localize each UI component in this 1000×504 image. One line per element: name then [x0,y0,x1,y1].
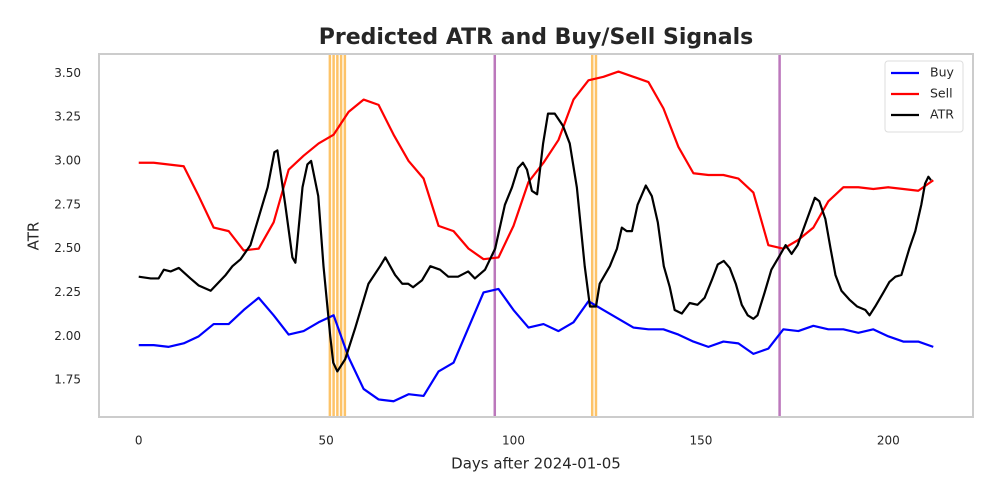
series-line [138,70,934,261]
y-tick-label: 3.25 [54,110,81,124]
y-tick-label: 2.00 [54,329,81,343]
chart-title: Predicted ATR and Buy/Sell Signals [319,25,754,50]
plot-area [138,54,934,417]
x-tick-label: 200 [877,434,900,448]
x-tick-label: 100 [502,434,525,448]
plot-frame [98,53,974,418]
series-line [138,112,932,373]
legend-label: Sell [930,86,953,101]
series-line [138,287,934,403]
legend-label: ATR [930,107,954,122]
y-tick-label: 3.50 [54,66,81,80]
legend-label: Buy [930,65,954,80]
y-tick-label: 3.00 [54,153,81,167]
y-tick-label: 2.75 [54,197,81,211]
x-tick-label: 50 [318,434,333,448]
x-tick-label: 150 [689,434,712,448]
y-tick-label: 2.25 [54,285,81,299]
x-axis-label: Days after 2024-01-05 [451,455,621,473]
y-tick-label: 2.50 [54,241,81,255]
y-tick-label: 1.75 [54,373,81,387]
y-axis-label: ATR [25,222,43,251]
x-tick-label: 0 [135,434,143,448]
